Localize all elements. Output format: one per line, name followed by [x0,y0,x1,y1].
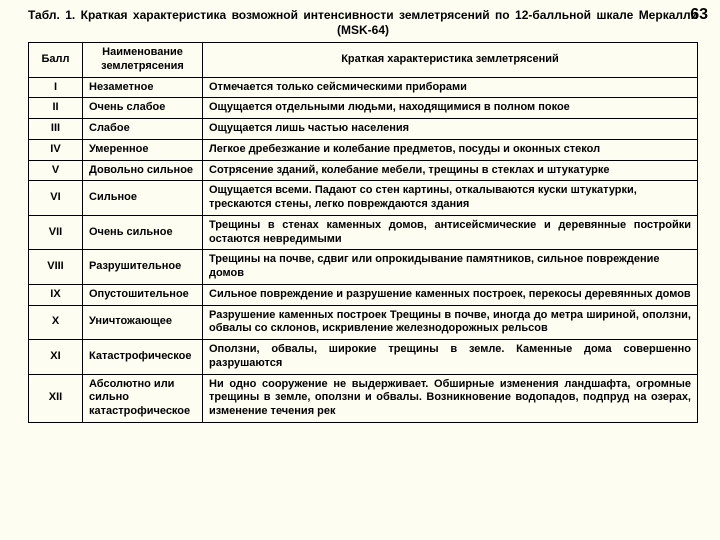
cell-desc: Ощущается лишь частью населения [203,119,698,140]
page-number: 63 [690,6,708,24]
table-row: IVУмеренноеЛегкое дребезжание и колебани… [29,139,698,160]
table-row: XУничтожающееРазрушение каменных построе… [29,305,698,340]
cell-desc: Ни одно сооружение не выдерживает. Обшир… [203,374,698,422]
table-row: IНезаметноеОтмечается только сейсмически… [29,77,698,98]
header-name: Наименование землетрясения [83,43,203,78]
header-ball: Балл [29,43,83,78]
cell-name: Уничтожающее [83,305,203,340]
header-desc: Краткая характеристика землетрясений [203,43,698,78]
cell-name: Очень сильное [83,215,203,250]
table-row: XIКатастрофическоеОползни, обвалы, широк… [29,340,698,375]
cell-name: Очень слабое [83,98,203,119]
table-row: XIIАбсолютно или сильно катастрофическое… [29,374,698,422]
cell-ball: VII [29,215,83,250]
cell-desc: Трещины в стенах каменных домов, антисей… [203,215,698,250]
cell-desc: Ощущается отдельными людьми, находящимис… [203,98,698,119]
cell-name: Абсолютно или сильно катастрофическое [83,374,203,422]
cell-name: Разрушительное [83,250,203,285]
cell-ball: IV [29,139,83,160]
cell-ball: II [29,98,83,119]
cell-desc: Оползни, обвалы, широкие трещины в земле… [203,340,698,375]
table-row: VIIIРазрушительноеТрещины на почве, сдви… [29,250,698,285]
cell-ball: XI [29,340,83,375]
cell-name: Незаметное [83,77,203,98]
cell-desc: Трещины на почве, сдвиг или опрокидывани… [203,250,698,285]
table-row: VIIОчень сильноеТрещины в стенах каменны… [29,215,698,250]
cell-ball: IX [29,284,83,305]
table-caption: Табл. 1. Краткая характеристика возможно… [28,8,698,38]
table-row: VIСильноеОщущается всеми. Падают со стен… [29,181,698,216]
cell-ball: I [29,77,83,98]
earthquake-table: Балл Наименование землетрясения Краткая … [28,42,698,423]
cell-name: Слабое [83,119,203,140]
cell-ball: VIII [29,250,83,285]
cell-desc: Легкое дребезжание и колебание предметов… [203,139,698,160]
cell-desc: Разрушение каменных построек Трещины в п… [203,305,698,340]
cell-ball: V [29,160,83,181]
cell-ball: XII [29,374,83,422]
cell-name: Сильное [83,181,203,216]
cell-desc: Сильное повреждение и разрушение каменны… [203,284,698,305]
cell-desc: Сотрясение зданий, колебание мебели, тре… [203,160,698,181]
table-row: VДовольно сильноеСотрясение зданий, коле… [29,160,698,181]
cell-ball: X [29,305,83,340]
cell-desc: Ощущается всеми. Падают со стен картины,… [203,181,698,216]
table-row: IIОчень слабоеОщущается отдельными людьм… [29,98,698,119]
cell-name: Опустошительное [83,284,203,305]
page-container: Табл. 1. Краткая характеристика возможно… [0,0,720,431]
table-row: IXОпустошительноеСильное повреждение и р… [29,284,698,305]
cell-ball: VI [29,181,83,216]
cell-name: Катастрофическое [83,340,203,375]
cell-desc: Отмечается только сейсмическими приборам… [203,77,698,98]
table-row: IIIСлабоеОщущается лишь частью населения [29,119,698,140]
table-header-row: Балл Наименование землетрясения Краткая … [29,43,698,78]
cell-ball: III [29,119,83,140]
cell-name: Умеренное [83,139,203,160]
cell-name: Довольно сильное [83,160,203,181]
